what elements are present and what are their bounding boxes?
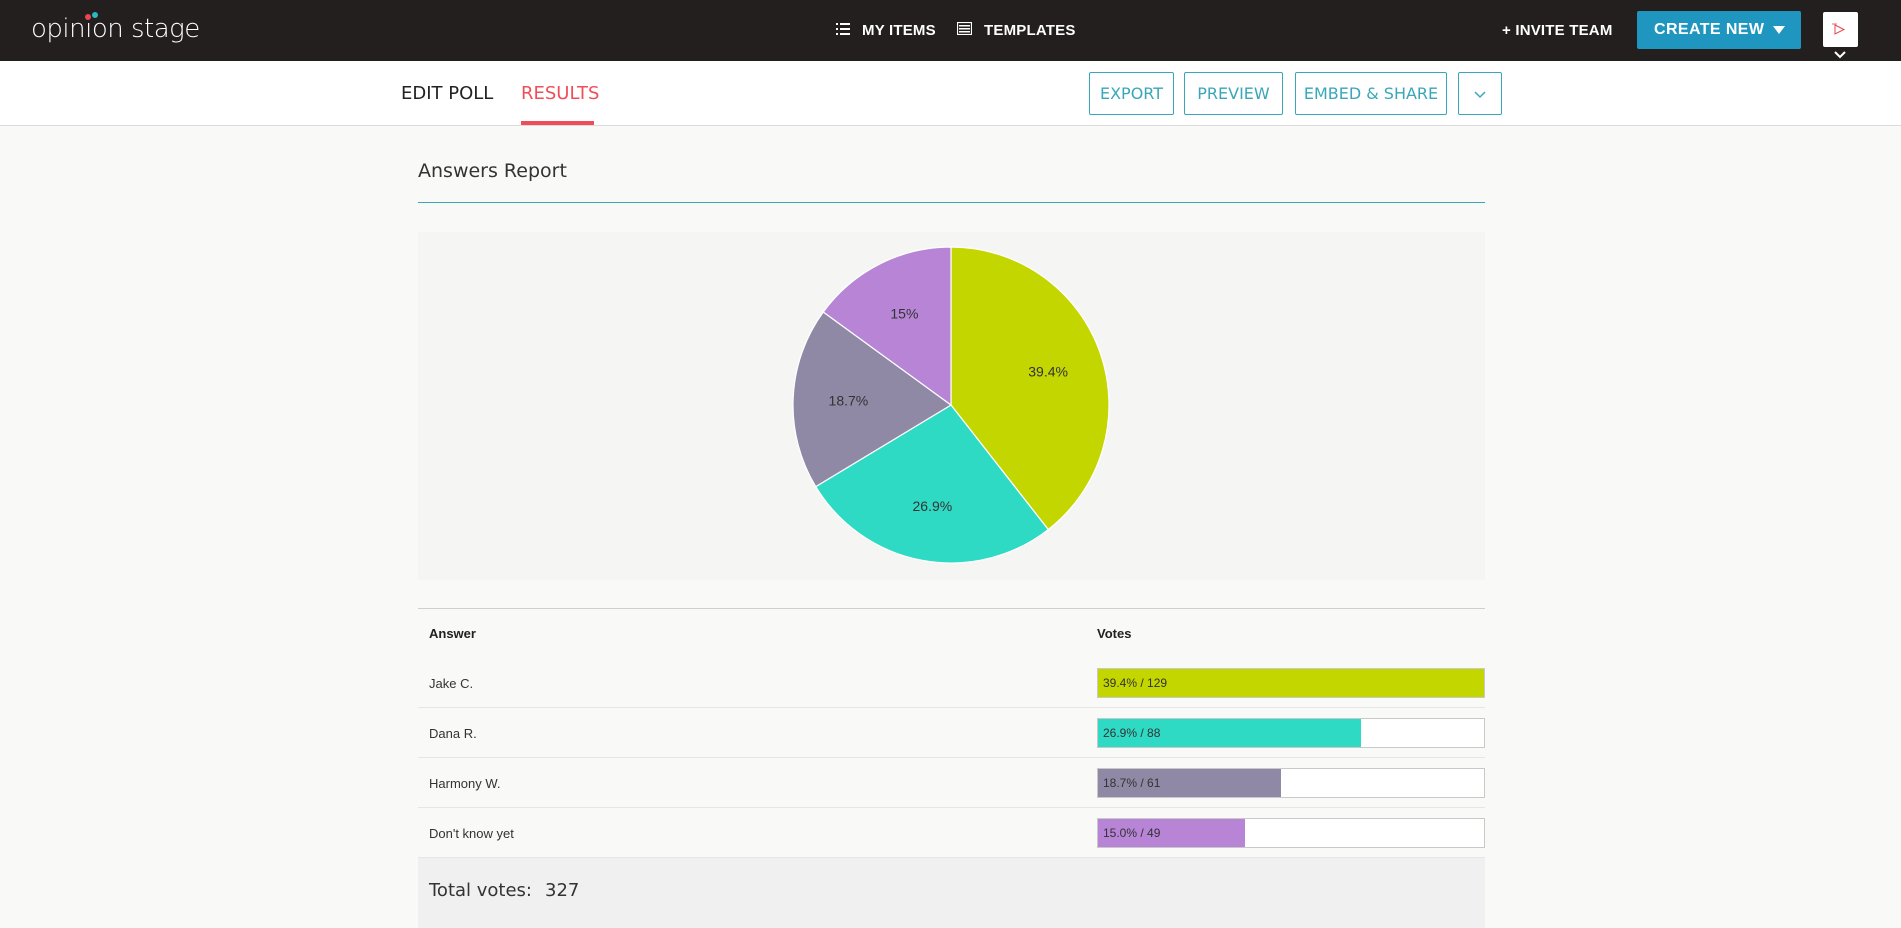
create-new-label: CREATE NEW	[1654, 21, 1765, 38]
table-row: Dana R. 26.9% / 88	[418, 708, 1485, 758]
vote-bar: 18.7% / 61	[1097, 768, 1485, 798]
vote-bar-label: 15.0% / 49	[1103, 826, 1161, 840]
vote-bar-label: 26.9% / 88	[1103, 726, 1161, 740]
logo-dot-red	[85, 14, 91, 20]
list-icon	[836, 22, 850, 40]
vote-bar-fill	[1098, 669, 1484, 697]
pie-slice-label: 39.4%	[1028, 364, 1068, 380]
tab-results[interactable]: RESULTS	[521, 83, 600, 104]
answer-label: Don't know yet	[429, 825, 514, 841]
pie-chart: 39.4% 26.9% 18.7% 15%	[792, 246, 1110, 564]
avatar-image	[1832, 23, 1846, 35]
column-header-votes: Votes	[1097, 626, 1132, 641]
report-title: Answers Report	[418, 160, 567, 182]
active-tab-indicator	[521, 121, 594, 125]
total-votes-box: Total votes: 327	[418, 858, 1485, 928]
pie-slice-label: 15%	[890, 305, 918, 321]
pie-slice[interactable]	[822, 246, 952, 407]
vote-bar: 26.9% / 88	[1097, 718, 1485, 748]
vote-bar-fill	[1098, 819, 1245, 847]
logo-dot-teal	[92, 12, 98, 18]
answer-label: Dana R.	[429, 725, 477, 741]
invite-team-label: + INVITE TEAM	[1502, 22, 1613, 39]
answer-label: Harmony W.	[429, 775, 501, 791]
table-row: Jake C. 39.4% / 129	[418, 658, 1485, 708]
export-button[interactable]: EXPORT	[1089, 72, 1174, 115]
account-chevron-down-icon[interactable]	[1834, 46, 1846, 64]
more-actions-button[interactable]	[1458, 72, 1502, 115]
preview-button[interactable]: PREVIEW	[1184, 72, 1283, 115]
pie-slice-label: 18.7%	[829, 393, 869, 409]
table-row: Don't know yet 15.0% / 49	[418, 808, 1485, 858]
pie-slice-label: 26.9%	[913, 498, 953, 514]
invite-team-link[interactable]: + INVITE TEAM	[1502, 0, 1613, 61]
top-navbar: opinion stage MY ITEMS TEMPLATES + INVIT…	[0, 0, 1901, 61]
vote-bar-fill	[1098, 769, 1281, 797]
report-divider	[418, 202, 1485, 203]
vote-bar: 39.4% / 129	[1097, 668, 1485, 698]
embed-share-button[interactable]: EMBED & SHARE	[1295, 72, 1447, 115]
nav-templates-label: TEMPLATES	[984, 22, 1076, 39]
nav-my-items-label: MY ITEMS	[862, 22, 936, 39]
pie-chart-panel: 39.4% 26.9% 18.7% 15%	[418, 232, 1485, 580]
logo-text: opinion stage	[31, 14, 200, 44]
table-row: Harmony W. 18.7% / 61	[418, 758, 1485, 808]
table-divider	[418, 608, 1485, 609]
pie-slice[interactable]	[814, 404, 1050, 564]
vote-bar: 15.0% / 49	[1097, 818, 1485, 848]
nav-templates[interactable]: TEMPLATES	[956, 0, 1076, 61]
total-votes-value: 327	[545, 880, 580, 901]
avatar[interactable]	[1823, 12, 1858, 47]
nav-my-items[interactable]: MY ITEMS	[836, 0, 936, 61]
vote-bar-fill	[1098, 719, 1362, 747]
pie-slice[interactable]	[792, 311, 953, 488]
create-new-button[interactable]: CREATE NEW	[1637, 11, 1801, 49]
vote-bar-label: 39.4% / 129	[1103, 676, 1168, 690]
caret-down-icon	[1773, 26, 1785, 34]
vote-bar-label: 18.7% / 61	[1103, 776, 1161, 790]
column-header-answer: Answer	[429, 626, 476, 641]
poll-subheader: EDIT POLL RESULTS	[0, 61, 1901, 126]
chevron-down-icon	[1474, 84, 1486, 103]
tab-edit-poll[interactable]: EDIT POLL	[401, 83, 494, 104]
answer-label: Jake C.	[429, 675, 474, 691]
total-votes-label: Total votes:	[429, 880, 532, 901]
pie-slice[interactable]	[950, 246, 1110, 531]
template-icon	[956, 21, 973, 39]
